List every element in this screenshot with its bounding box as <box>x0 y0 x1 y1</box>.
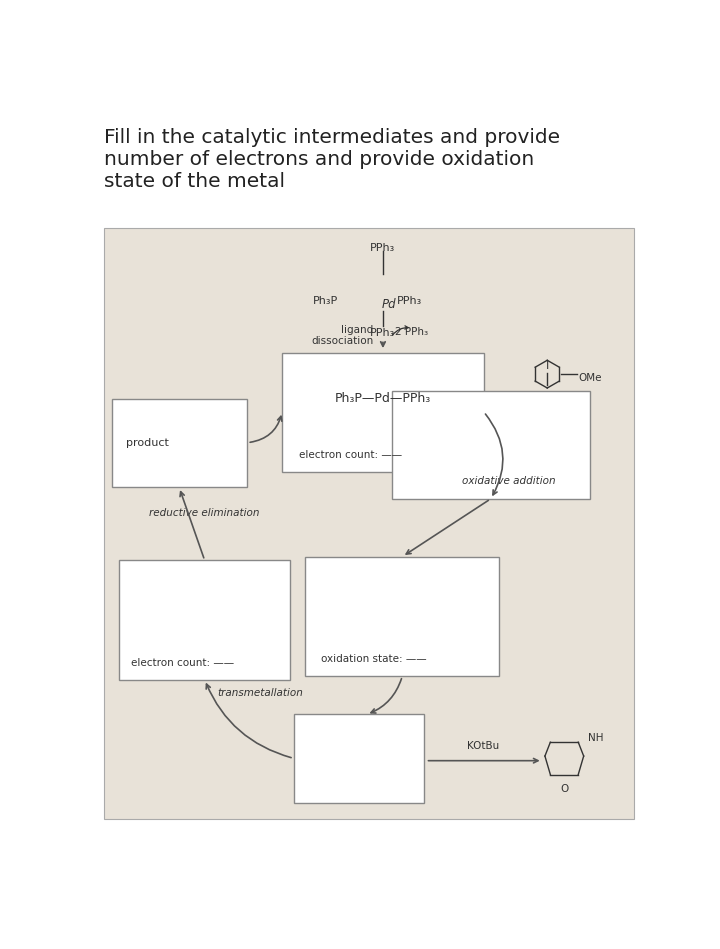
Text: Ph₃P—Pd—PPh₃: Ph₃P—Pd—PPh₃ <box>335 392 431 405</box>
Bar <box>305 557 499 676</box>
Text: oxidation state: ——: oxidation state: —— <box>321 654 426 664</box>
Text: O: O <box>560 784 568 793</box>
FancyArrowPatch shape <box>428 758 538 763</box>
Text: electron count: ——: electron count: —— <box>300 450 402 460</box>
Text: OMe: OMe <box>578 373 602 383</box>
Text: PPh₃: PPh₃ <box>370 243 395 253</box>
Text: transmetallation: transmetallation <box>217 687 303 698</box>
Text: PPh₃: PPh₃ <box>397 296 422 306</box>
FancyArrowPatch shape <box>250 417 282 442</box>
FancyArrowPatch shape <box>371 679 402 713</box>
Text: 2 PPh₃: 2 PPh₃ <box>395 326 428 337</box>
Text: Ph₃P: Ph₃P <box>312 296 338 306</box>
FancyArrowPatch shape <box>406 500 488 554</box>
FancyArrowPatch shape <box>485 414 503 494</box>
Text: product: product <box>126 437 168 448</box>
Text: NH: NH <box>588 733 603 742</box>
FancyArrowPatch shape <box>180 492 204 558</box>
Text: oxidative addition: oxidative addition <box>462 475 555 486</box>
Bar <box>282 353 484 472</box>
Text: I: I <box>546 361 549 371</box>
Bar <box>294 715 424 803</box>
Bar <box>392 391 590 499</box>
Text: ligand
dissociation: ligand dissociation <box>312 325 374 346</box>
Text: KOtBu: KOtBu <box>467 741 499 752</box>
Bar <box>120 561 290 679</box>
Text: PPh₃: PPh₃ <box>370 328 395 338</box>
Text: Fill in the catalytic intermediates and provide
number of electrons and provide : Fill in the catalytic intermediates and … <box>104 128 560 191</box>
FancyArrowPatch shape <box>392 326 408 335</box>
FancyArrowPatch shape <box>381 342 385 346</box>
FancyArrowPatch shape <box>206 684 291 757</box>
Bar <box>112 399 248 488</box>
Text: electron count: ——: electron count: —— <box>131 658 234 668</box>
Bar <box>104 228 634 819</box>
Text: Pd: Pd <box>382 298 396 311</box>
Text: reductive elimination: reductive elimination <box>150 508 260 518</box>
